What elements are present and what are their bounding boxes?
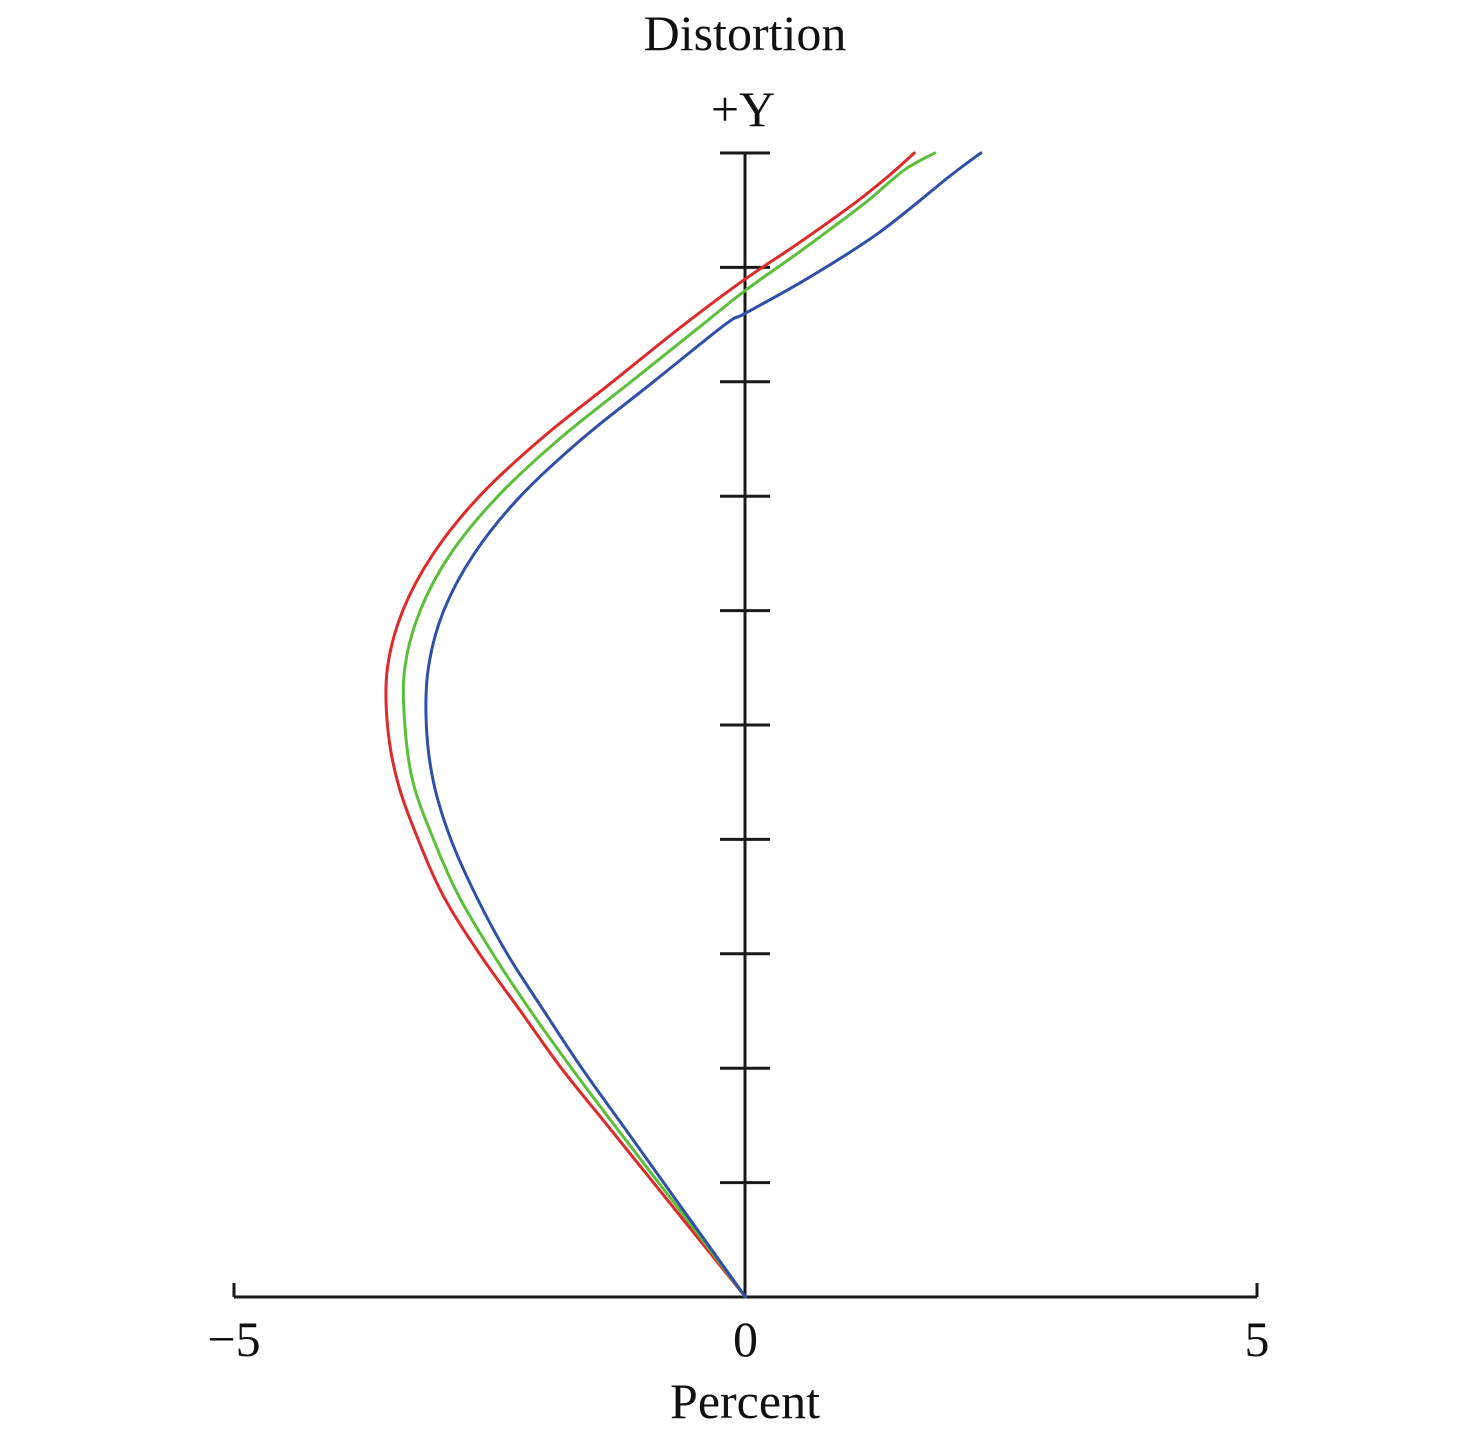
x-tick-label: −5	[207, 1311, 260, 1367]
series-line-1	[384, 151, 916, 1299]
y-axis-label: +Y	[711, 81, 775, 137]
series-line-2	[401, 151, 937, 1299]
ticks: −5 0 5	[207, 151, 1270, 1367]
x-tick-label: 0	[733, 1311, 758, 1367]
series-line-3	[424, 151, 983, 1299]
chart-title: Distortion	[644, 5, 847, 61]
x-axis-label: Percent	[670, 1373, 820, 1429]
x-tick-label: 5	[1245, 1311, 1270, 1367]
series-lines	[384, 151, 983, 1299]
